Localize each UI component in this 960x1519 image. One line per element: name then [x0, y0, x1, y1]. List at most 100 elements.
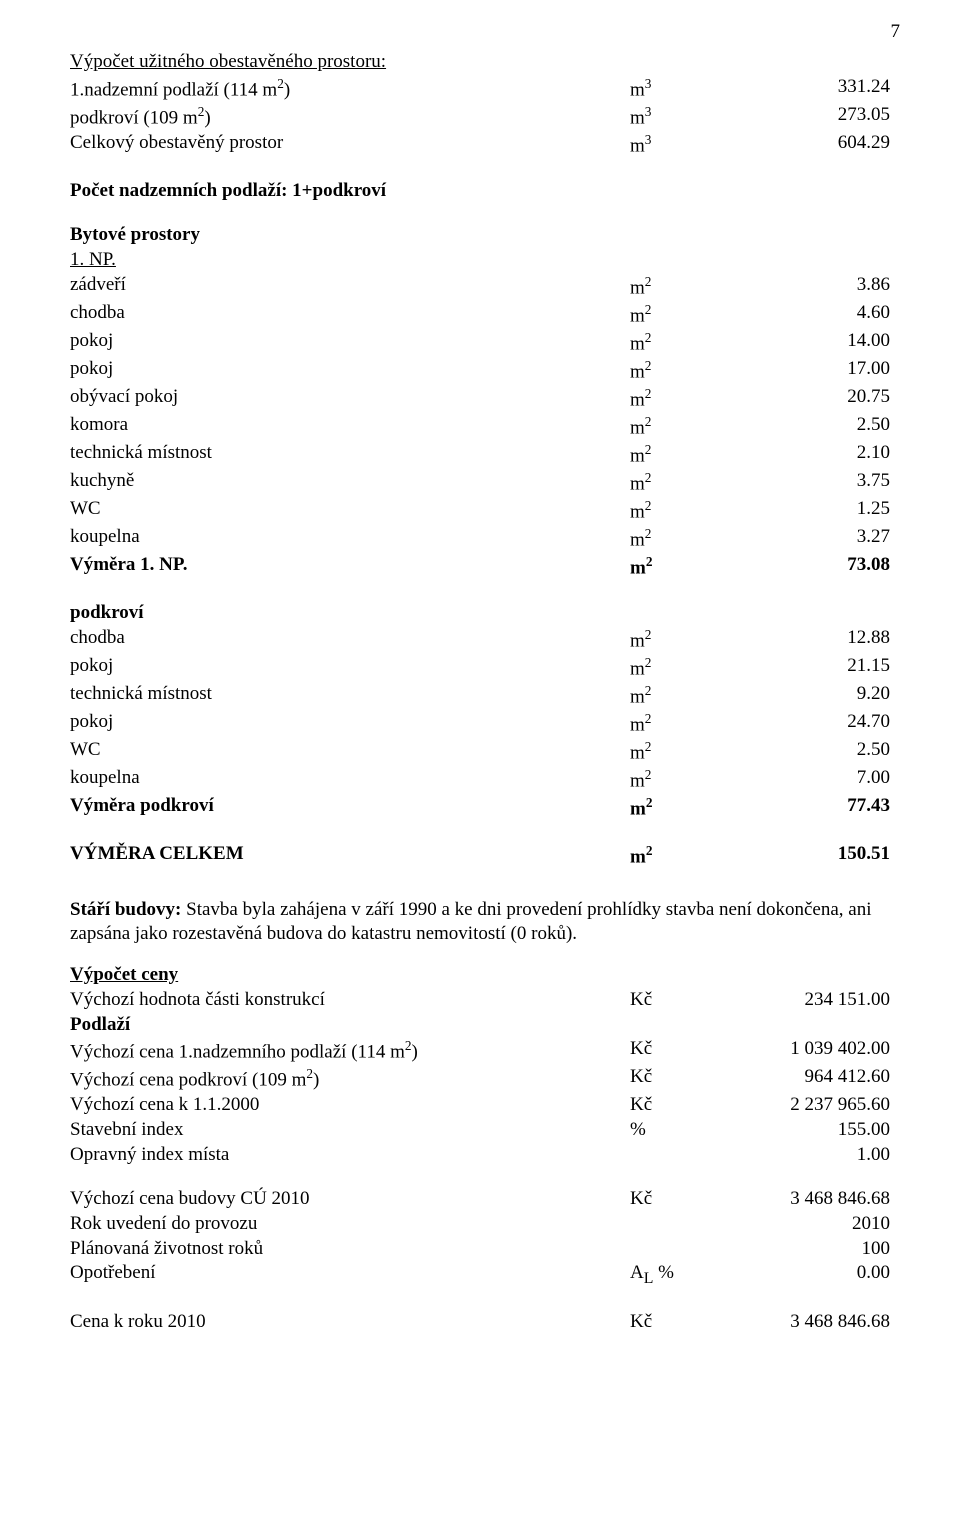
- row-value: 2.50: [750, 413, 890, 441]
- row-label: Opravný index místa: [70, 1143, 630, 1168]
- section-title: Výpočet užitného obestavěného prostoru:: [70, 50, 890, 75]
- stari-paragraph: Stáří budovy: Stavba byla zahájena v zář…: [70, 898, 890, 947]
- row-unit: m2: [630, 469, 750, 497]
- table-row: Výchozí cena k 1.1.2000Kč2 237 965.60: [70, 1093, 890, 1118]
- table-row: OpotřebeníAL %0.00: [70, 1261, 890, 1289]
- row-value: 604.29: [750, 131, 890, 159]
- row-unit: Kč: [630, 1093, 750, 1118]
- row-label: Plánovaná životnost roků: [70, 1237, 630, 1262]
- row-label: komora: [70, 413, 630, 441]
- row-unit: m3: [630, 131, 750, 159]
- row-label: technická místnost: [70, 441, 630, 469]
- row-label: obývací pokoj: [70, 385, 630, 413]
- row-value: 964 412.60: [750, 1065, 890, 1093]
- np1-title: 1. NP.: [70, 248, 890, 273]
- stari-label: Stáří budovy:: [70, 899, 181, 920]
- document-page: 7 Výpočet užitného obestavěného prostoru…: [0, 0, 960, 1519]
- bytove-title: Bytové prostory: [70, 223, 890, 248]
- row-value: 331.24: [750, 75, 890, 103]
- row-label: podkroví (109 m2): [70, 103, 630, 131]
- row-value: 1.25: [750, 497, 890, 525]
- table-row: pokojm214.00: [70, 329, 890, 357]
- np1-total-label: Výměra 1. NP.: [70, 553, 630, 581]
- cena-unit: Kč: [630, 1310, 750, 1335]
- row-value: 0.00: [750, 1261, 890, 1289]
- table-row: Stavební index%155.00: [70, 1118, 890, 1143]
- row-unit: m2: [630, 357, 750, 385]
- podk-total-unit: m2: [630, 794, 750, 822]
- table-row: pokojm221.15: [70, 654, 890, 682]
- table-row: pokojm224.70: [70, 710, 890, 738]
- row-unit: Kč: [630, 1187, 750, 1212]
- row-unit: Kč: [630, 1065, 750, 1093]
- table-row: Celkový obestavěný prostorm3604.29: [70, 131, 890, 159]
- table-row: zádveřím23.86: [70, 273, 890, 301]
- row-value: 24.70: [750, 710, 890, 738]
- row-unit: m2: [630, 654, 750, 682]
- row-value: 17.00: [750, 357, 890, 385]
- row-value: 2.50: [750, 738, 890, 766]
- row-unit: m2: [630, 738, 750, 766]
- row-unit: m2: [630, 710, 750, 738]
- row-value: 20.75: [750, 385, 890, 413]
- table-row: 1.nadzemní podlaží (114 m2)m3331.24: [70, 75, 890, 103]
- cena-label: Cena k roku 2010: [70, 1310, 630, 1335]
- row-label: pokoj: [70, 654, 630, 682]
- row-unit: m2: [630, 525, 750, 553]
- row-value: 12.88: [750, 626, 890, 654]
- row-value: 1.00: [750, 1143, 890, 1168]
- table-row: kuchyněm23.75: [70, 469, 890, 497]
- table-row: koupelnam27.00: [70, 766, 890, 794]
- table-row: podkroví (109 m2)m3273.05: [70, 103, 890, 131]
- table-row: Plánovaná životnost roků 100: [70, 1237, 890, 1262]
- row-label: Výchozí cena budovy CÚ 2010: [70, 1187, 630, 1212]
- row-label: 1.nadzemní podlaží (114 m2): [70, 75, 630, 103]
- row-value: 21.15: [750, 654, 890, 682]
- row-value: 3.86: [750, 273, 890, 301]
- row-value: 3.27: [750, 525, 890, 553]
- podkrovi-title: podkroví: [70, 601, 890, 626]
- row-label: koupelna: [70, 525, 630, 553]
- row-label: chodba: [70, 626, 630, 654]
- table-row: Výchozí cena budovy CÚ 2010Kč3 468 846.6…: [70, 1187, 890, 1212]
- row-label: chodba: [70, 301, 630, 329]
- row-label: pokoj: [70, 357, 630, 385]
- table-row: chodbam212.88: [70, 626, 890, 654]
- podk-rows: chodbam212.88pokojm221.15technická místn…: [70, 626, 890, 794]
- cena-row: Cena k roku 2010 Kč 3 468 846.68: [70, 1310, 890, 1335]
- table-row: technická místnostm22.10: [70, 441, 890, 469]
- row-label: pokoj: [70, 329, 630, 357]
- vypocet-rows: Výchozí hodnota části konstrukcíKč234 15…: [70, 988, 890, 1013]
- row-label: zádveří: [70, 273, 630, 301]
- table-row: Rok uvedení do provozu2010: [70, 1212, 890, 1237]
- row-unit: m2: [630, 682, 750, 710]
- row-unit: Kč: [630, 988, 750, 1013]
- stari-text: Stavba byla zahájena v září 1990 a ke dn…: [70, 899, 872, 945]
- row-unit: m2: [630, 441, 750, 469]
- row-unit: m3: [630, 75, 750, 103]
- np1-total-unit: m2: [630, 553, 750, 581]
- np1-total-row: Výměra 1. NP. m2 73.08: [70, 553, 890, 581]
- table-row: WCm21.25: [70, 497, 890, 525]
- row-unit: m2: [630, 766, 750, 794]
- row-label: Výchozí cena podkroví (109 m2): [70, 1065, 630, 1093]
- table-row: WCm22.50: [70, 738, 890, 766]
- row-unit: m2: [630, 497, 750, 525]
- row-unit: [630, 1143, 750, 1168]
- podk-total-val: 77.43: [750, 794, 890, 822]
- row-label: Opotřebení: [70, 1261, 630, 1289]
- row-value: 273.05: [750, 103, 890, 131]
- podlazi-label: Podlaží: [70, 1013, 890, 1038]
- row-value: 9.20: [750, 682, 890, 710]
- podlazi-rows: Výchozí cena 1.nadzemního podlaží (114 m…: [70, 1037, 890, 1167]
- final-rows: Výchozí cena budovy CÚ 2010Kč3 468 846.6…: [70, 1187, 890, 1289]
- table-row: chodbam24.60: [70, 301, 890, 329]
- podk-total-row: Výměra podkroví m2 77.43: [70, 794, 890, 822]
- row-value: 100: [750, 1237, 890, 1262]
- row-unit: m2: [630, 413, 750, 441]
- row-value: 14.00: [750, 329, 890, 357]
- row-label: WC: [70, 497, 630, 525]
- table-row: Opravný index místa 1.00: [70, 1143, 890, 1168]
- row-value: 234 151.00: [750, 988, 890, 1013]
- row-label: Celkový obestavěný prostor: [70, 131, 630, 159]
